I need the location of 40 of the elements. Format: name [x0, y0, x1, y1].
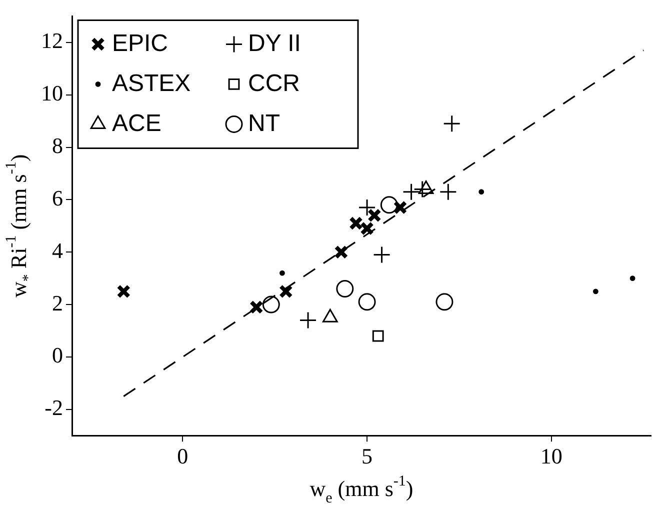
- legend-label: ASTEX: [112, 70, 191, 97]
- y-tick-label: 4: [52, 238, 63, 263]
- y-tick-label: 2: [52, 290, 63, 316]
- point: [280, 270, 285, 276]
- x-tick-label: 10: [540, 444, 562, 469]
- point: [402, 183, 420, 201]
- point: [336, 280, 354, 298]
- point: [443, 114, 461, 132]
- point: [278, 284, 293, 298]
- point: [372, 330, 384, 342]
- legend-label: CCR: [248, 70, 300, 97]
- x-tick-label: 5: [362, 444, 373, 469]
- point: [439, 183, 457, 201]
- point: [630, 276, 636, 282]
- point: [393, 200, 408, 214]
- point: [380, 196, 398, 214]
- legend-label: EPIC: [112, 30, 168, 57]
- x-tick-label: 0: [177, 444, 188, 469]
- point: [334, 245, 348, 260]
- y-tick-label: 8: [52, 133, 63, 158]
- y-axis-title: w* Ri-1 (mm s-1): [4, 154, 36, 298]
- legend-label: DY II: [248, 30, 301, 57]
- y-tick-label: 10: [41, 80, 63, 106]
- point: [249, 300, 264, 314]
- legend-label: ACE: [112, 110, 162, 137]
- y-tick-label: 0: [52, 342, 63, 368]
- point: [358, 293, 376, 311]
- point: [262, 296, 280, 314]
- legend-label: NT: [248, 110, 280, 137]
- point: [478, 189, 484, 195]
- y-tick-label: 12: [41, 28, 63, 54]
- point: [367, 208, 382, 222]
- y-tick-label: 6: [52, 185, 63, 210]
- point: [116, 284, 131, 298]
- point: [592, 288, 598, 294]
- point: [436, 293, 454, 311]
- point: [358, 198, 376, 216]
- point: [349, 216, 363, 230]
- y-tick-label: -2: [44, 395, 63, 420]
- point: [360, 222, 374, 236]
